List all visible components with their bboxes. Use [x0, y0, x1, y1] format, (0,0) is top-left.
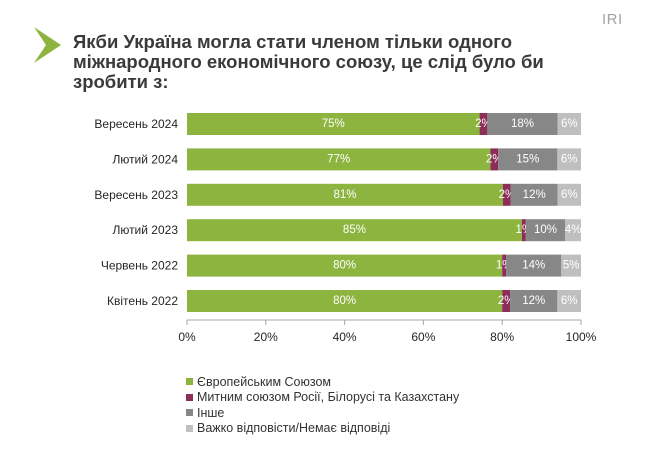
bar-segment: [502, 254, 507, 277]
legend-item-eu: Європейським Союзом: [186, 374, 459, 390]
bar-segment: [565, 219, 581, 242]
bar-segment: [498, 148, 558, 171]
legend-swatch: [186, 393, 193, 401]
data-label: 15%: [516, 153, 539, 165]
chart-title: Якби Україна могла стати членом тільки о…: [73, 31, 544, 92]
bar-segment: [187, 290, 503, 312]
data-label: 5%: [563, 260, 580, 272]
legend-item-other: Інше: [186, 405, 459, 421]
bar-segment: [525, 219, 566, 242]
bar-segment: [510, 183, 558, 206]
data-label: 80%: [333, 260, 356, 272]
data-label: 6%: [561, 295, 578, 307]
legend-label: Митним союзом Росії, Білорусі та Казахст…: [197, 390, 460, 405]
x-tick-label: 0%: [178, 330, 196, 344]
bar-segment: [487, 113, 558, 135]
bar-segment: [187, 254, 503, 277]
data-label: 6%: [561, 153, 578, 165]
category-label: Червень 2022: [101, 259, 178, 273]
legend-swatch: [186, 409, 193, 417]
data-label: 4%: [565, 224, 582, 236]
legend-item-no-answer: Важко відповісти/Немає відповіді: [186, 421, 459, 437]
x-tick-label: 80%: [490, 330, 514, 344]
category-label: Квітень 2022: [107, 294, 178, 308]
bar-segment: [557, 113, 581, 135]
bar-segment: [557, 290, 581, 312]
bar-segment: [502, 183, 511, 206]
x-tick-label: 60%: [411, 330, 435, 344]
category-label: Вересень 2024: [94, 117, 178, 131]
data-label: 12%: [523, 189, 546, 201]
brand-logo-text: IRI: [602, 11, 623, 28]
bar-segment: [490, 148, 499, 171]
data-label: 77%: [327, 153, 350, 165]
bar-segment: [187, 113, 480, 135]
data-label: 12%: [522, 295, 545, 307]
chart-legend: Європейським Союзом Митним союзом Росії,…: [186, 374, 459, 436]
legend-swatch: [186, 378, 193, 386]
bar-segment: [502, 290, 511, 312]
bar-segment: [187, 148, 491, 171]
bar-segment: [187, 219, 522, 242]
category-label: Лютий 2024: [112, 152, 178, 166]
legend-item-customs-union: Митним союзом Росії, Білорусі та Казахст…: [186, 390, 459, 406]
x-tick-label: 100%: [566, 330, 597, 344]
bar-segment: [561, 254, 581, 277]
bar-segment: [506, 254, 562, 277]
data-label: 14%: [522, 260, 545, 272]
data-label: 18%: [511, 118, 534, 130]
bar-segment: [479, 113, 488, 135]
legend-swatch: [186, 424, 193, 432]
bar-segment: [521, 219, 526, 242]
data-label: 81%: [333, 189, 356, 201]
x-tick-label: 20%: [254, 330, 278, 344]
legend-label: Європейським Союзом: [197, 374, 332, 389]
data-label: 80%: [333, 295, 356, 307]
legend-label: Важко відповісти/Немає відповіді: [197, 421, 391, 436]
chevron-icon: [34, 27, 61, 63]
data-label: 75%: [322, 118, 345, 130]
bar-segment: [557, 183, 581, 206]
bar-segment: [510, 290, 558, 312]
bar-segment: [187, 183, 503, 206]
data-label: 6%: [561, 189, 578, 201]
data-label: 10%: [534, 224, 557, 236]
stacked-bar-chart: Вересень 2024 75% 2% 18% 6%Лютий 2024 77% 2% 15…: [94, 113, 597, 344]
x-tick-label: 40%: [333, 330, 357, 344]
category-label: Вересень 2023: [94, 188, 178, 202]
data-label: 85%: [343, 224, 366, 236]
data-label: 6%: [561, 118, 578, 130]
category-label: Лютий 2023: [112, 223, 178, 237]
bar-segment: [557, 148, 581, 171]
chevron-shape: [34, 27, 61, 63]
legend-label: Інше: [197, 405, 225, 420]
